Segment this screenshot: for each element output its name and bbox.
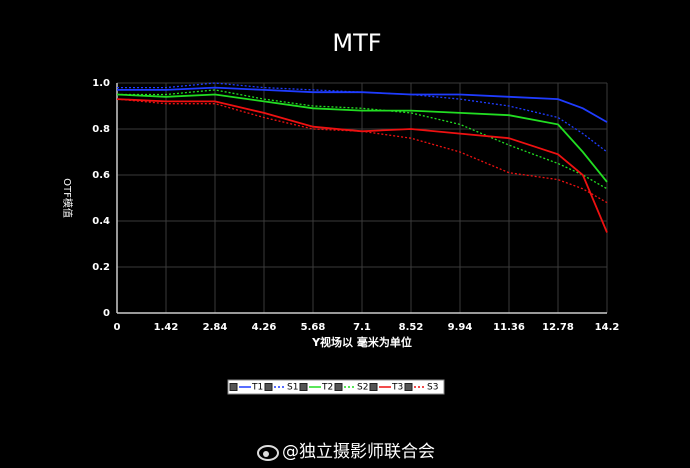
x-tick-label: 7.1 <box>353 322 371 333</box>
x-tick-label: 2.84 <box>203 322 228 333</box>
watermark: @独立摄影师联合会 <box>282 442 435 462</box>
legend-label: T1 <box>251 383 263 393</box>
legend-label: T2 <box>321 383 333 393</box>
x-tick-label: 0 <box>114 322 121 333</box>
legend: T1 S1 T2 S2 T3 S3 <box>227 379 445 395</box>
y-tick-label: 1.0 <box>92 78 110 89</box>
y-tick-label: 0.4 <box>92 216 110 227</box>
series-line <box>117 86 608 123</box>
x-tick-label: 4.26 <box>252 322 277 333</box>
x-tick-label: 5.68 <box>301 322 326 333</box>
x-tick-label: 14.2 <box>595 322 620 333</box>
y-tick-label: 0 <box>103 308 110 319</box>
y-axis-label: OTF模值 <box>61 178 74 218</box>
legend-label: S2 <box>357 383 368 393</box>
chart-title: MTF <box>332 29 381 57</box>
x-tick-label: 9.94 <box>448 322 473 333</box>
legend-checkbox <box>299 383 308 391</box>
series-line <box>116 98 608 233</box>
x-axis-label: Y视场以 毫米为单位 <box>311 335 412 349</box>
series-line <box>116 98 608 204</box>
watermark-icon <box>257 445 279 461</box>
legend-checkbox <box>404 383 413 391</box>
legend-checkbox <box>229 383 238 391</box>
x-tick-label: 1.42 <box>154 322 179 333</box>
series-line <box>117 89 608 190</box>
series-line <box>116 93 608 183</box>
legend-label: T3 <box>391 383 403 393</box>
y-tick-label: 0.2 <box>92 262 110 273</box>
legend-checkbox <box>334 383 343 391</box>
x-tick-label: 12.78 <box>542 322 574 333</box>
series-line <box>117 82 608 153</box>
legend-checkbox <box>369 383 378 391</box>
legend-label: S3 <box>427 383 438 393</box>
y-tick-label: 0.8 <box>92 124 110 135</box>
legend-label: S1 <box>287 383 298 393</box>
legend-checkbox <box>264 383 273 391</box>
x-tick-label: 8.52 <box>399 322 424 333</box>
x-tick-label: 11.36 <box>493 322 525 333</box>
y-tick-label: 0.6 <box>92 170 110 181</box>
